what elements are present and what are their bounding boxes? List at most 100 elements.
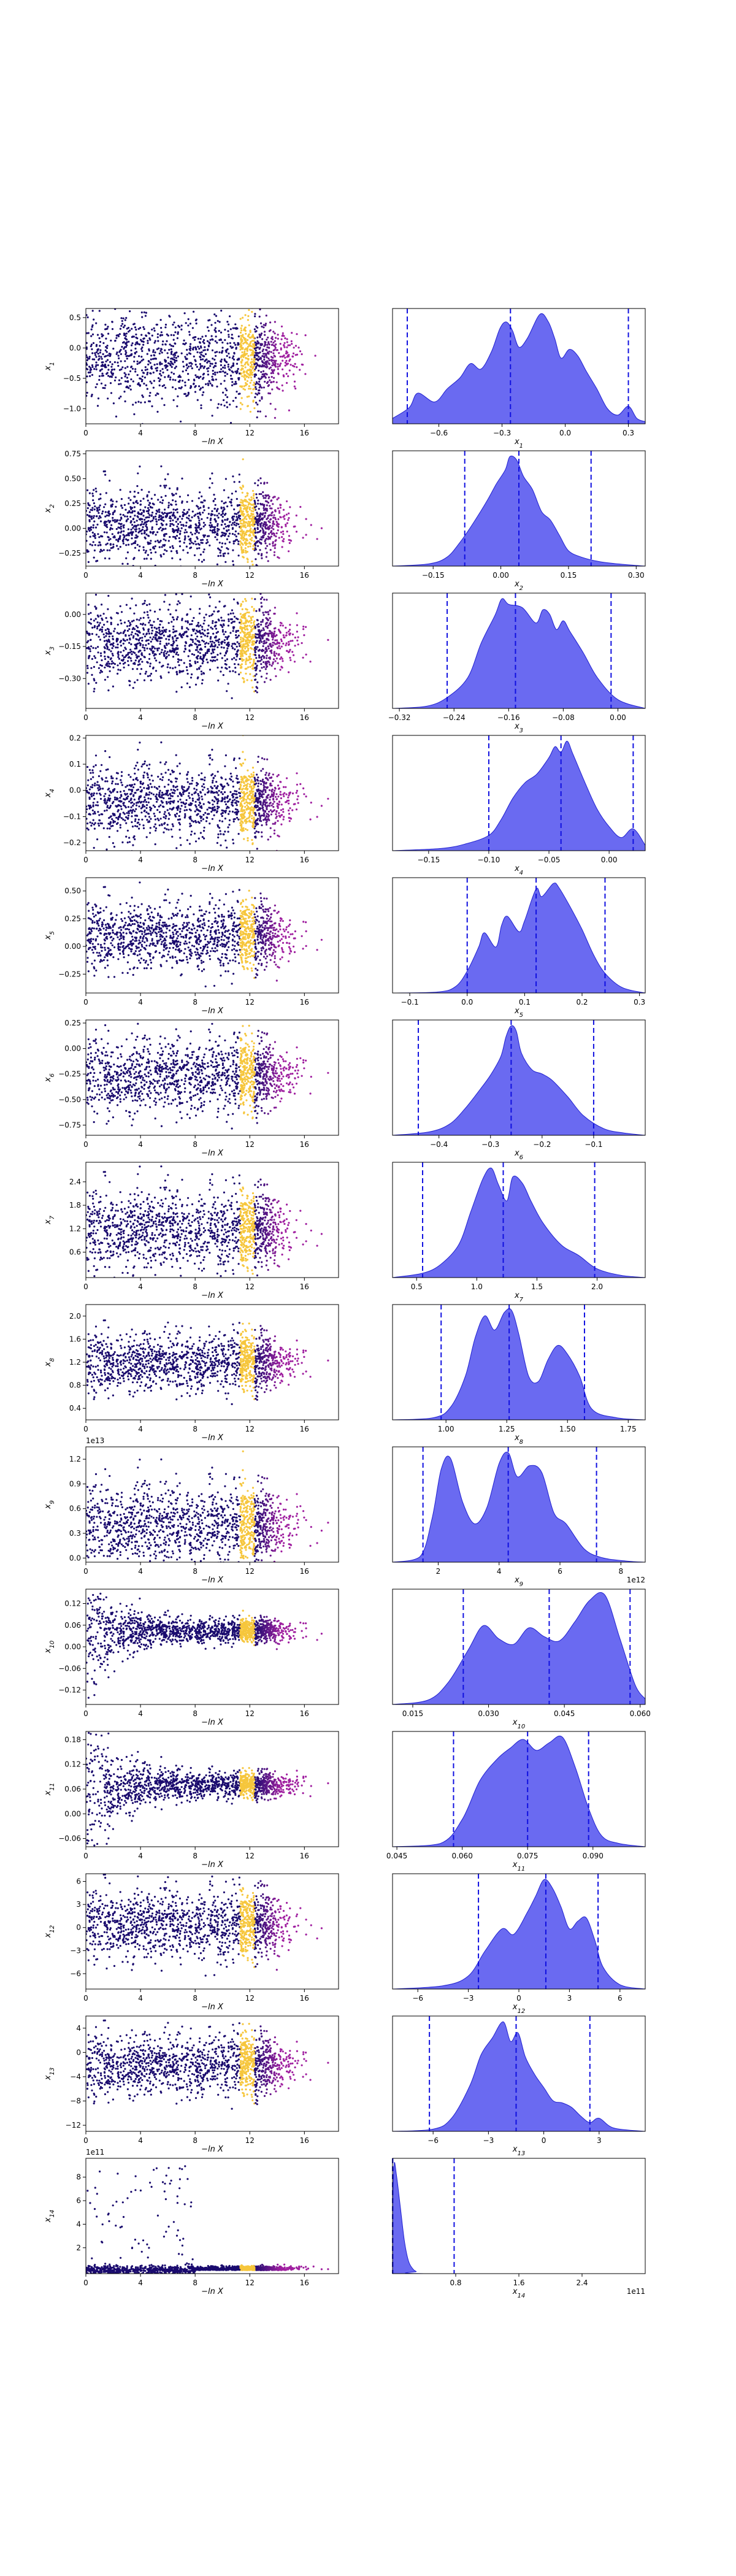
- trace-panel-3: 0 4 8 12 16−0.30−0.150.00−ln Xx3: [44, 589, 339, 731]
- marginal-density: [393, 598, 645, 708]
- trace-point: [120, 518, 123, 520]
- trace-point: [259, 356, 262, 359]
- trace-point: [302, 656, 304, 659]
- trace-point: [86, 391, 88, 394]
- trace-point: [134, 632, 137, 635]
- trace-point: [239, 589, 240, 591]
- trace-point: [141, 394, 144, 397]
- trace-point: [254, 331, 256, 333]
- trace-point: [262, 654, 264, 657]
- trace-point: [200, 353, 202, 356]
- trace-point: [115, 337, 118, 339]
- trace-point: [202, 525, 205, 528]
- trace-point: [113, 510, 116, 513]
- trace-point: [199, 375, 202, 378]
- trace-point: [272, 344, 275, 347]
- trace-point: [149, 665, 151, 667]
- trace-point: [162, 664, 164, 667]
- trace-point: [224, 339, 226, 342]
- trace-point: [224, 652, 227, 654]
- trace-point: [87, 527, 90, 529]
- trace-point: [199, 513, 202, 516]
- trace-point: [242, 678, 245, 680]
- trace-point: [220, 360, 222, 362]
- trace-point: [213, 642, 215, 644]
- trace-point: [265, 366, 267, 368]
- trace-point: [112, 536, 115, 539]
- trace-point: [243, 385, 245, 388]
- trace-point: [274, 348, 276, 351]
- trace-point: [120, 622, 123, 625]
- trace-point: [272, 661, 274, 664]
- trace-point: [293, 385, 296, 388]
- trace-point: [238, 514, 240, 517]
- trace-point: [128, 502, 130, 505]
- trace-point: [239, 786, 242, 789]
- trace-point: [277, 497, 280, 499]
- trace-point: [96, 559, 99, 562]
- trace-point: [211, 375, 213, 378]
- trace-point: [89, 369, 91, 372]
- trace-point: [217, 807, 219, 810]
- trace-point: [224, 329, 226, 331]
- trace-point: [238, 377, 240, 380]
- trace-point: [272, 362, 274, 364]
- trace-point: [236, 405, 238, 408]
- trace-point: [136, 360, 139, 362]
- trace-point: [214, 531, 217, 534]
- trace-point: [250, 527, 252, 530]
- trace-point: [159, 485, 162, 487]
- trace-point: [148, 791, 151, 794]
- trace-point: [174, 359, 176, 362]
- trace-point: [91, 348, 93, 351]
- trace-point: [237, 629, 239, 632]
- trace-point: [195, 348, 197, 351]
- trace-point: [93, 489, 95, 491]
- trace-point: [142, 800, 145, 803]
- trace-point: [194, 526, 197, 529]
- trace-point: [130, 528, 132, 531]
- trace-point: [259, 542, 261, 544]
- x-tick-label: 0.3: [623, 429, 634, 437]
- trace-point: [122, 818, 125, 821]
- trace-point: [142, 644, 144, 646]
- trace-point: [223, 507, 225, 509]
- trace-point: [99, 497, 102, 500]
- trace-point: [272, 516, 275, 519]
- trace-point: [247, 634, 250, 636]
- trace-point: [245, 622, 247, 624]
- trace-point: [279, 355, 282, 358]
- trace-point: [102, 788, 104, 790]
- trace-point: [282, 642, 285, 645]
- trace-point: [251, 815, 253, 817]
- trace-point: [223, 502, 225, 505]
- trace-point: [288, 542, 291, 545]
- trace-point: [223, 633, 225, 635]
- trace-point: [131, 631, 133, 634]
- trace-point: [147, 543, 150, 545]
- trace-point: [104, 503, 107, 505]
- trace-point: [197, 804, 200, 807]
- trace-point: [305, 626, 307, 628]
- trace-point: [267, 376, 270, 379]
- trace-point: [266, 481, 269, 484]
- trace-point: [209, 605, 211, 607]
- trace-point: [218, 638, 220, 640]
- trace-point: [216, 385, 218, 388]
- trace-point: [117, 664, 119, 667]
- trace-point: [264, 668, 267, 670]
- trace-point: [251, 310, 253, 313]
- trace-point: [258, 610, 261, 612]
- trace-point: [183, 650, 185, 653]
- trace-point: [136, 502, 139, 505]
- trace-point: [119, 605, 121, 608]
- trace-point: [146, 353, 148, 355]
- trace-point: [201, 561, 203, 563]
- trace-point: [127, 518, 129, 520]
- trace-point: [305, 534, 307, 536]
- trace-point: [99, 638, 101, 641]
- trace-point: [240, 361, 242, 363]
- trace-point: [261, 641, 263, 643]
- trace-point: [202, 506, 205, 508]
- trace-point: [234, 663, 236, 665]
